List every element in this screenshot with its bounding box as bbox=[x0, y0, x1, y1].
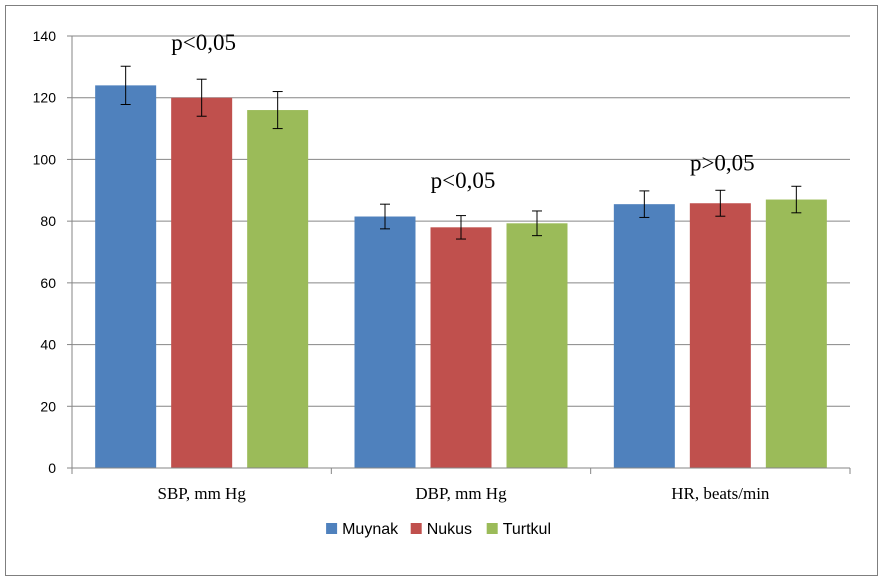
bar-nukus bbox=[171, 97, 233, 468]
x-category-label: DBP, mm Hg bbox=[415, 484, 507, 503]
bar-muynak bbox=[354, 216, 416, 468]
legend-swatch-turtkul bbox=[486, 523, 498, 534]
legend-label-muynak: Muynak bbox=[342, 521, 399, 538]
bar-muynak bbox=[95, 85, 157, 468]
significance-annotation: p>0,05 bbox=[690, 150, 755, 175]
significance-annotation: p<0,05 bbox=[431, 168, 496, 193]
y-tick-label: 100 bbox=[33, 151, 57, 167]
y-tick-label: 120 bbox=[33, 90, 57, 106]
y-tick-label: 20 bbox=[40, 398, 56, 414]
bar-turtkul bbox=[506, 223, 568, 468]
y-tick-label: 0 bbox=[48, 460, 56, 476]
y-tick-label: 60 bbox=[40, 275, 56, 291]
x-category-label: HR, beats/min bbox=[671, 484, 770, 503]
legend-label-nukus: Nukus bbox=[427, 521, 472, 538]
bar-nukus bbox=[430, 227, 492, 468]
bar-nukus bbox=[689, 203, 751, 468]
bar-turtkul bbox=[247, 110, 309, 469]
y-tick-label: 80 bbox=[40, 213, 56, 229]
legend-swatch-nukus bbox=[410, 523, 422, 534]
y-tick-label: 40 bbox=[40, 337, 56, 353]
legend-label-turtkul: Turtkul bbox=[503, 521, 551, 538]
bar-muynak bbox=[613, 204, 675, 468]
bar-turtkul bbox=[765, 199, 827, 469]
x-category-label: SBP, mm Hg bbox=[157, 484, 246, 503]
y-tick-label: 140 bbox=[33, 28, 57, 44]
significance-annotation: p<0,05 bbox=[171, 30, 236, 55]
legend-swatch-muynak bbox=[326, 523, 338, 534]
